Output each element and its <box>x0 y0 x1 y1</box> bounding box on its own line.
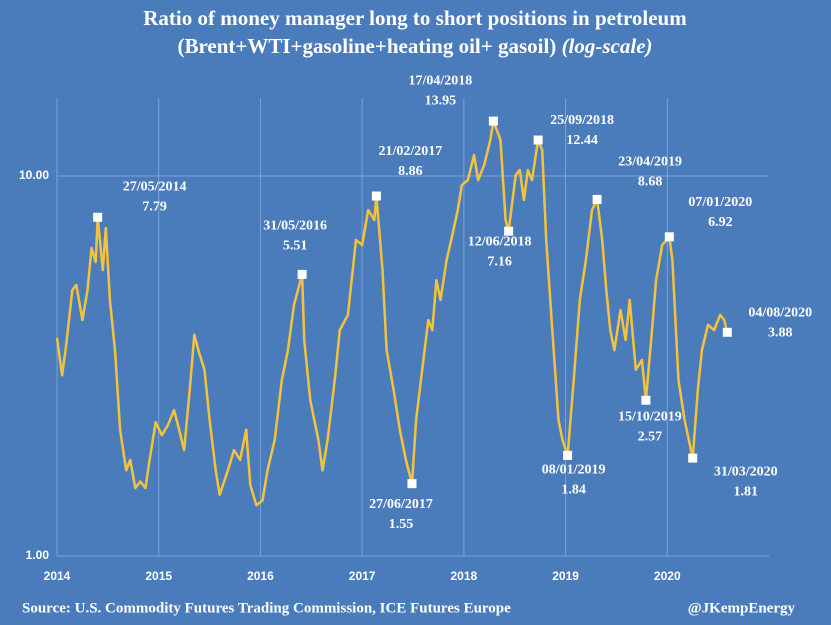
annotation-value: 1.84 <box>561 483 586 498</box>
annotation-date: 15/10/2019 <box>618 409 682 424</box>
annotation-value: 1.55 <box>389 517 414 532</box>
annotation-marker <box>722 327 732 337</box>
annotation-marker <box>563 450 573 460</box>
annotation-value: 7.16 <box>487 254 512 269</box>
x-tick-label: 2014 <box>44 569 71 583</box>
x-tick-label: 2020 <box>654 569 681 583</box>
annotation-value: 13.95 <box>425 93 457 108</box>
scale-note: (log-scale) <box>562 34 653 58</box>
annotation-date: 04/08/2020 <box>748 305 812 320</box>
annotation-value: 8.86 <box>398 164 423 179</box>
annotation-marker <box>93 212 103 222</box>
source: Source: U.S. Commodity Futures Trading C… <box>22 600 511 616</box>
x-tick-label: 2016 <box>247 569 274 583</box>
annotation-value: 1.81 <box>733 484 758 499</box>
annotation-value: 2.57 <box>638 429 663 444</box>
annotation-marker <box>371 191 381 201</box>
x-tick-label: 2015 <box>145 569 172 583</box>
annotation-marker <box>504 226 514 236</box>
chart-title: Ratio of money manager long to short pos… <box>143 6 687 30</box>
annotation-value: 5.51 <box>283 239 308 254</box>
annotation-marker <box>592 194 602 204</box>
annotation-value: 6.92 <box>708 215 733 230</box>
annotation-date: 25/09/2018 <box>550 113 614 128</box>
x-tick-label: 2017 <box>349 569 376 583</box>
annotation-value: 8.68 <box>638 175 663 190</box>
annotation-marker <box>407 479 417 489</box>
x-tick-label: 2019 <box>552 569 579 583</box>
annotation-marker <box>488 116 498 126</box>
annotation-date: 17/04/2018 <box>408 73 472 88</box>
data-line <box>55 119 729 507</box>
annotation-date: 27/05/2014 <box>123 179 187 194</box>
annotation-date: 08/01/2019 <box>542 463 606 478</box>
annotation-date: 27/06/2017 <box>369 497 433 512</box>
annotation-date: 23/04/2019 <box>618 155 682 170</box>
annotation-marker <box>664 232 674 242</box>
subtitle-text: (Brent+WTI+gasoline+heating oil+ gasoil) <box>177 34 556 58</box>
annotation-value: 3.88 <box>768 325 793 340</box>
annotation-marker <box>688 453 698 463</box>
annotation-date: 31/05/2016 <box>263 219 327 234</box>
annotation-date: 07/01/2020 <box>688 195 752 210</box>
x-tick-label: 2018 <box>451 569 478 583</box>
annotation-value: 7.79 <box>142 199 167 214</box>
y-tick-label: 1.00 <box>26 548 50 562</box>
credit: @JKempEnergy <box>688 600 796 616</box>
annotation-marker <box>297 269 307 279</box>
annotation-date: 21/02/2017 <box>378 144 442 159</box>
annotation-date: 31/03/2020 <box>714 464 778 479</box>
annotation-date: 12/06/2018 <box>468 234 532 249</box>
annotation-value: 12.44 <box>566 133 598 148</box>
y-tick-label: 10.00 <box>19 168 49 182</box>
annotation-marker <box>533 135 543 145</box>
chart-subtitle: (Brent+WTI+gasoline+heating oil+ gasoil)… <box>177 34 652 58</box>
annotation-marker <box>641 395 651 405</box>
